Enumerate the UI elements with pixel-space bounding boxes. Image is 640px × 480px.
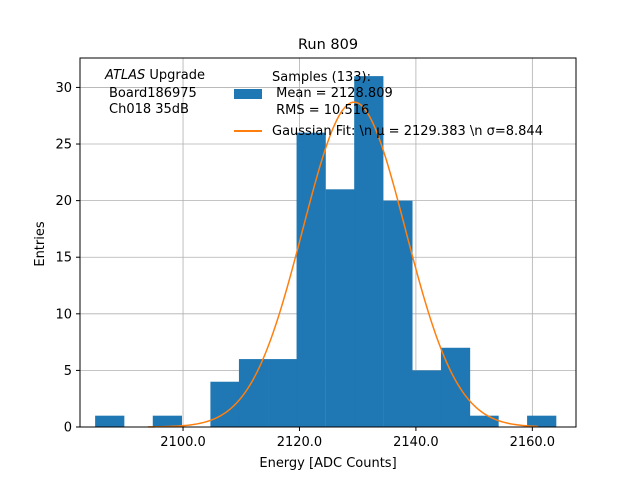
histogram-bar-15 bbox=[527, 415, 557, 427]
atlas-annotation: ATLAS Upgrade Board186975 Ch018 35dB bbox=[104, 68, 205, 117]
histogram-bar-7 bbox=[296, 132, 326, 428]
y-tick-label-6: 30 bbox=[55, 81, 72, 96]
histogram-bar-11 bbox=[411, 370, 442, 427]
atlas-label: ATLAS bbox=[104, 68, 145, 83]
histogram-bar-5 bbox=[238, 359, 269, 427]
legend-rms-line: RMS = 10.516 bbox=[272, 103, 369, 118]
x-tick-label-0: 2100.0 bbox=[160, 435, 206, 450]
legend-samples-line: Samples (133): bbox=[272, 70, 371, 85]
y-axis-label: Entries bbox=[33, 221, 48, 267]
gaussian-fit-curve bbox=[148, 101, 539, 428]
y-axis-ticks: 0 5 10 15 20 25 30 bbox=[55, 81, 80, 436]
chart-title: Run 809 bbox=[298, 37, 358, 53]
histogram-bar-10 bbox=[383, 200, 413, 427]
x-tick-label-2: 2140.0 bbox=[393, 435, 439, 450]
histogram-bar-2 bbox=[152, 415, 182, 427]
x-tick-label-1: 2120.0 bbox=[277, 435, 323, 450]
histogram-bar-13 bbox=[469, 415, 499, 427]
plot-frame bbox=[79, 57, 577, 428]
histogram-bar-6 bbox=[268, 359, 298, 427]
svg-text:ATLAS Upgrade: ATLAS Upgrade bbox=[104, 68, 205, 83]
y-tick-label-3: 15 bbox=[55, 251, 72, 266]
x-tick-label-3: 2160.0 bbox=[510, 435, 556, 450]
channel-label: Ch018 35dB bbox=[109, 102, 189, 117]
board-label: Board186975 bbox=[109, 86, 197, 101]
y-tick-label-0: 0 bbox=[64, 421, 72, 436]
histogram-bars bbox=[95, 76, 557, 428]
legend-mean-line: Mean = 2128.809 bbox=[272, 86, 393, 101]
legend: Samples (133): Mean = 2128.809 RMS = 10.… bbox=[234, 70, 543, 139]
legend-fit-line: Gaussian Fit: \n μ = 2129.383 \n σ=8.844 bbox=[272, 124, 543, 139]
x-axis-ticks: 2100.0 2120.0 2140.0 2160.0 bbox=[160, 427, 555, 450]
upgrade-label: Upgrade bbox=[145, 68, 205, 83]
y-tick-label-2: 10 bbox=[55, 307, 72, 322]
histogram-bar-0 bbox=[95, 415, 125, 427]
y-tick-label-4: 20 bbox=[55, 194, 72, 209]
histogram-bar-9 bbox=[354, 76, 384, 428]
x-axis-label: Energy [ADC Counts] bbox=[259, 456, 396, 471]
y-tick-label-1: 5 bbox=[64, 364, 72, 379]
histogram-bar-8 bbox=[325, 189, 355, 427]
legend-histogram-swatch bbox=[234, 89, 262, 99]
y-tick-label-5: 25 bbox=[55, 138, 72, 153]
